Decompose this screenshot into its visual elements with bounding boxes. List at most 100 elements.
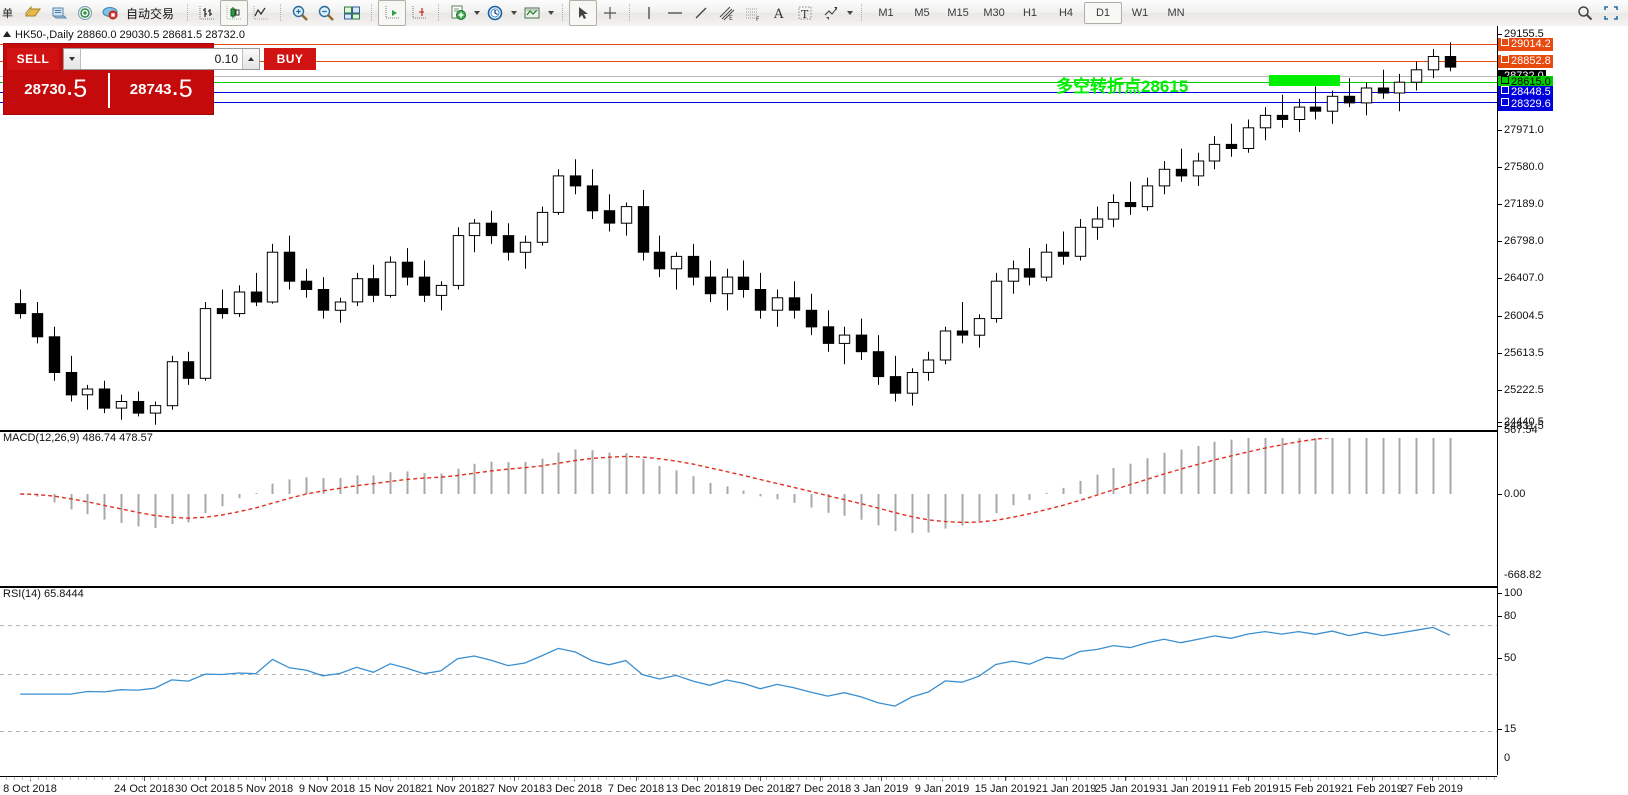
line-chart-icon[interactable]	[248, 1, 274, 25]
collapse-triangle-icon[interactable]	[3, 31, 11, 37]
timeframe-m5[interactable]: M5	[914, 7, 930, 19]
price-axis-line	[1497, 26, 1498, 775]
date-axis-minor-tick	[126, 777, 127, 780]
market-watch-icon[interactable]	[72, 1, 98, 25]
folder-icon[interactable]	[20, 1, 46, 25]
volume-increase-icon[interactable]	[242, 48, 259, 69]
level-line-28615[interactable]	[0, 82, 1497, 83]
timeframe-h4[interactable]: H4	[1058, 7, 1074, 19]
equidistant-channel-icon[interactable]: E	[714, 1, 740, 25]
date-axis-minor-tick	[1334, 777, 1335, 780]
date-axis-minor-tick	[182, 777, 183, 780]
date-axis-minor-tick	[30, 777, 31, 780]
fibo-icon[interactable]: F	[740, 1, 766, 25]
vline-icon[interactable]	[636, 1, 662, 25]
date-axis-minor-tick	[1310, 777, 1311, 780]
level-handle-icon[interactable]	[1501, 86, 1509, 94]
templates-icon[interactable]	[519, 1, 545, 25]
timeframe-m30[interactable]: M30	[983, 7, 1005, 19]
date-axis-minor-tick	[78, 777, 79, 780]
chevron-down-icon[interactable]	[471, 2, 482, 24]
hline-icon[interactable]	[662, 1, 688, 25]
cursor-icon[interactable]	[569, 0, 598, 26]
level-line-28852[interactable]	[0, 61, 1497, 62]
date-axis-minor-tick	[846, 777, 847, 780]
search-icon[interactable]	[1572, 1, 1598, 25]
volume-decrease-icon[interactable]	[64, 48, 81, 69]
text-icon[interactable]: A	[766, 1, 792, 25]
date-axis-minor-tick	[1494, 777, 1495, 780]
price-level-label-28329[interactable]: 28329.6	[1498, 98, 1553, 111]
level-handle-icon[interactable]	[1501, 55, 1509, 63]
chevron-down-icon[interactable]	[844, 2, 855, 24]
price-level-label-29014[interactable]: 29014.2	[1498, 38, 1553, 51]
new-order-icon[interactable]: 单	[0, 1, 20, 25]
date-axis-minor-tick	[614, 777, 615, 780]
sell-button[interactable]: SELL	[7, 47, 59, 70]
chart-shift-icon[interactable]	[406, 1, 432, 25]
date-axis-minor-tick	[606, 777, 607, 780]
date-axis-minor-tick	[1446, 777, 1447, 780]
chart-highlight-box[interactable]	[1269, 75, 1340, 86]
one-click-trading-panel[interactable]: SELL BUY 28730 . 5 28743 . 5	[3, 43, 316, 115]
buy-button[interactable]: BUY	[264, 47, 316, 70]
timeframe-m15[interactable]: M15	[947, 7, 969, 19]
shapes-icon[interactable]	[818, 1, 844, 25]
zoom-in-icon[interactable]	[287, 1, 313, 25]
fullscreen-icon[interactable]	[1598, 1, 1624, 25]
chart-area[interactable]: HK50-,Daily 28860.0 29030.5 28681.5 2873…	[0, 26, 1628, 795]
level-line-28329[interactable]	[0, 102, 1497, 103]
timeframe-m1[interactable]: M1	[878, 7, 894, 19]
level-value: 28852.8	[1511, 55, 1551, 67]
volume-stepper[interactable]	[63, 47, 260, 70]
price-level-label-28448[interactable]: 28448.5	[1498, 86, 1553, 99]
volume-input[interactable]	[81, 48, 242, 69]
timeframe-d1[interactable]: D1	[1084, 2, 1123, 24]
date-axis-minor-tick	[1230, 777, 1231, 780]
candlestick-chart-icon[interactable]	[220, 0, 249, 26]
navigator-icon[interactable]	[98, 1, 124, 25]
date-axis-minor-tick	[1382, 777, 1383, 780]
period-icon[interactable]	[482, 1, 508, 25]
chevron-down-icon[interactable]	[508, 2, 519, 24]
timeframe-mn[interactable]: MN	[1167, 7, 1185, 19]
level-handle-icon[interactable]	[1501, 76, 1509, 84]
date-axis-minor-tick	[1006, 777, 1007, 780]
date-axis-label: 31 Jan 2019	[1155, 783, 1217, 795]
timeframe-h1[interactable]: H1	[1022, 7, 1038, 19]
price-level-label-28852[interactable]: 28852.8	[1498, 55, 1553, 68]
level-line-29014[interactable]	[0, 44, 1497, 45]
auto-scroll-icon[interactable]	[378, 0, 407, 26]
profiles-icon[interactable]	[46, 1, 72, 25]
buy-price[interactable]: 28743 . 5	[110, 70, 214, 111]
add-indicator-icon[interactable]	[445, 1, 471, 25]
date-axis-minor-tick	[246, 777, 247, 780]
level-handle-icon[interactable]	[1501, 98, 1509, 106]
trendline-icon[interactable]	[688, 1, 714, 25]
level-handle-icon[interactable]	[1501, 38, 1509, 46]
sell-price[interactable]: 28730 . 5	[4, 70, 108, 111]
price-level-label-28615[interactable]: 28615.0	[1498, 76, 1553, 89]
date-axis-minor-tick	[838, 777, 839, 780]
date-axis-tick	[452, 777, 453, 781]
date-axis-minor-tick	[870, 777, 871, 780]
autotrade-label[interactable]: 自动交易	[126, 6, 175, 21]
crosshair-icon[interactable]	[597, 1, 623, 25]
date-axis-minor-tick	[982, 777, 983, 780]
level-line-28448[interactable]	[0, 92, 1497, 93]
tile-windows-icon[interactable]	[339, 1, 365, 25]
timeframe-w1[interactable]: W1	[1131, 7, 1149, 19]
date-axis-minor-tick	[638, 777, 639, 780]
chart-annotation-text[interactable]: 多空转折点28615	[1056, 77, 1189, 96]
date-axis-minor-tick	[1022, 777, 1023, 780]
date-axis-minor-tick	[1102, 777, 1103, 780]
zoom-out-icon[interactable]	[313, 1, 339, 25]
date-axis-minor-tick	[1374, 777, 1375, 780]
date-axis-minor-tick	[910, 777, 911, 780]
price-axis-tick	[1498, 278, 1502, 279]
date-axis-minor-tick	[1198, 777, 1199, 780]
text-label-icon[interactable]: T	[792, 1, 818, 25]
chevron-down-icon[interactable]	[545, 2, 556, 24]
bar-chart-icon[interactable]	[194, 1, 220, 25]
price-axis-label: 24831.5	[1504, 420, 1544, 432]
